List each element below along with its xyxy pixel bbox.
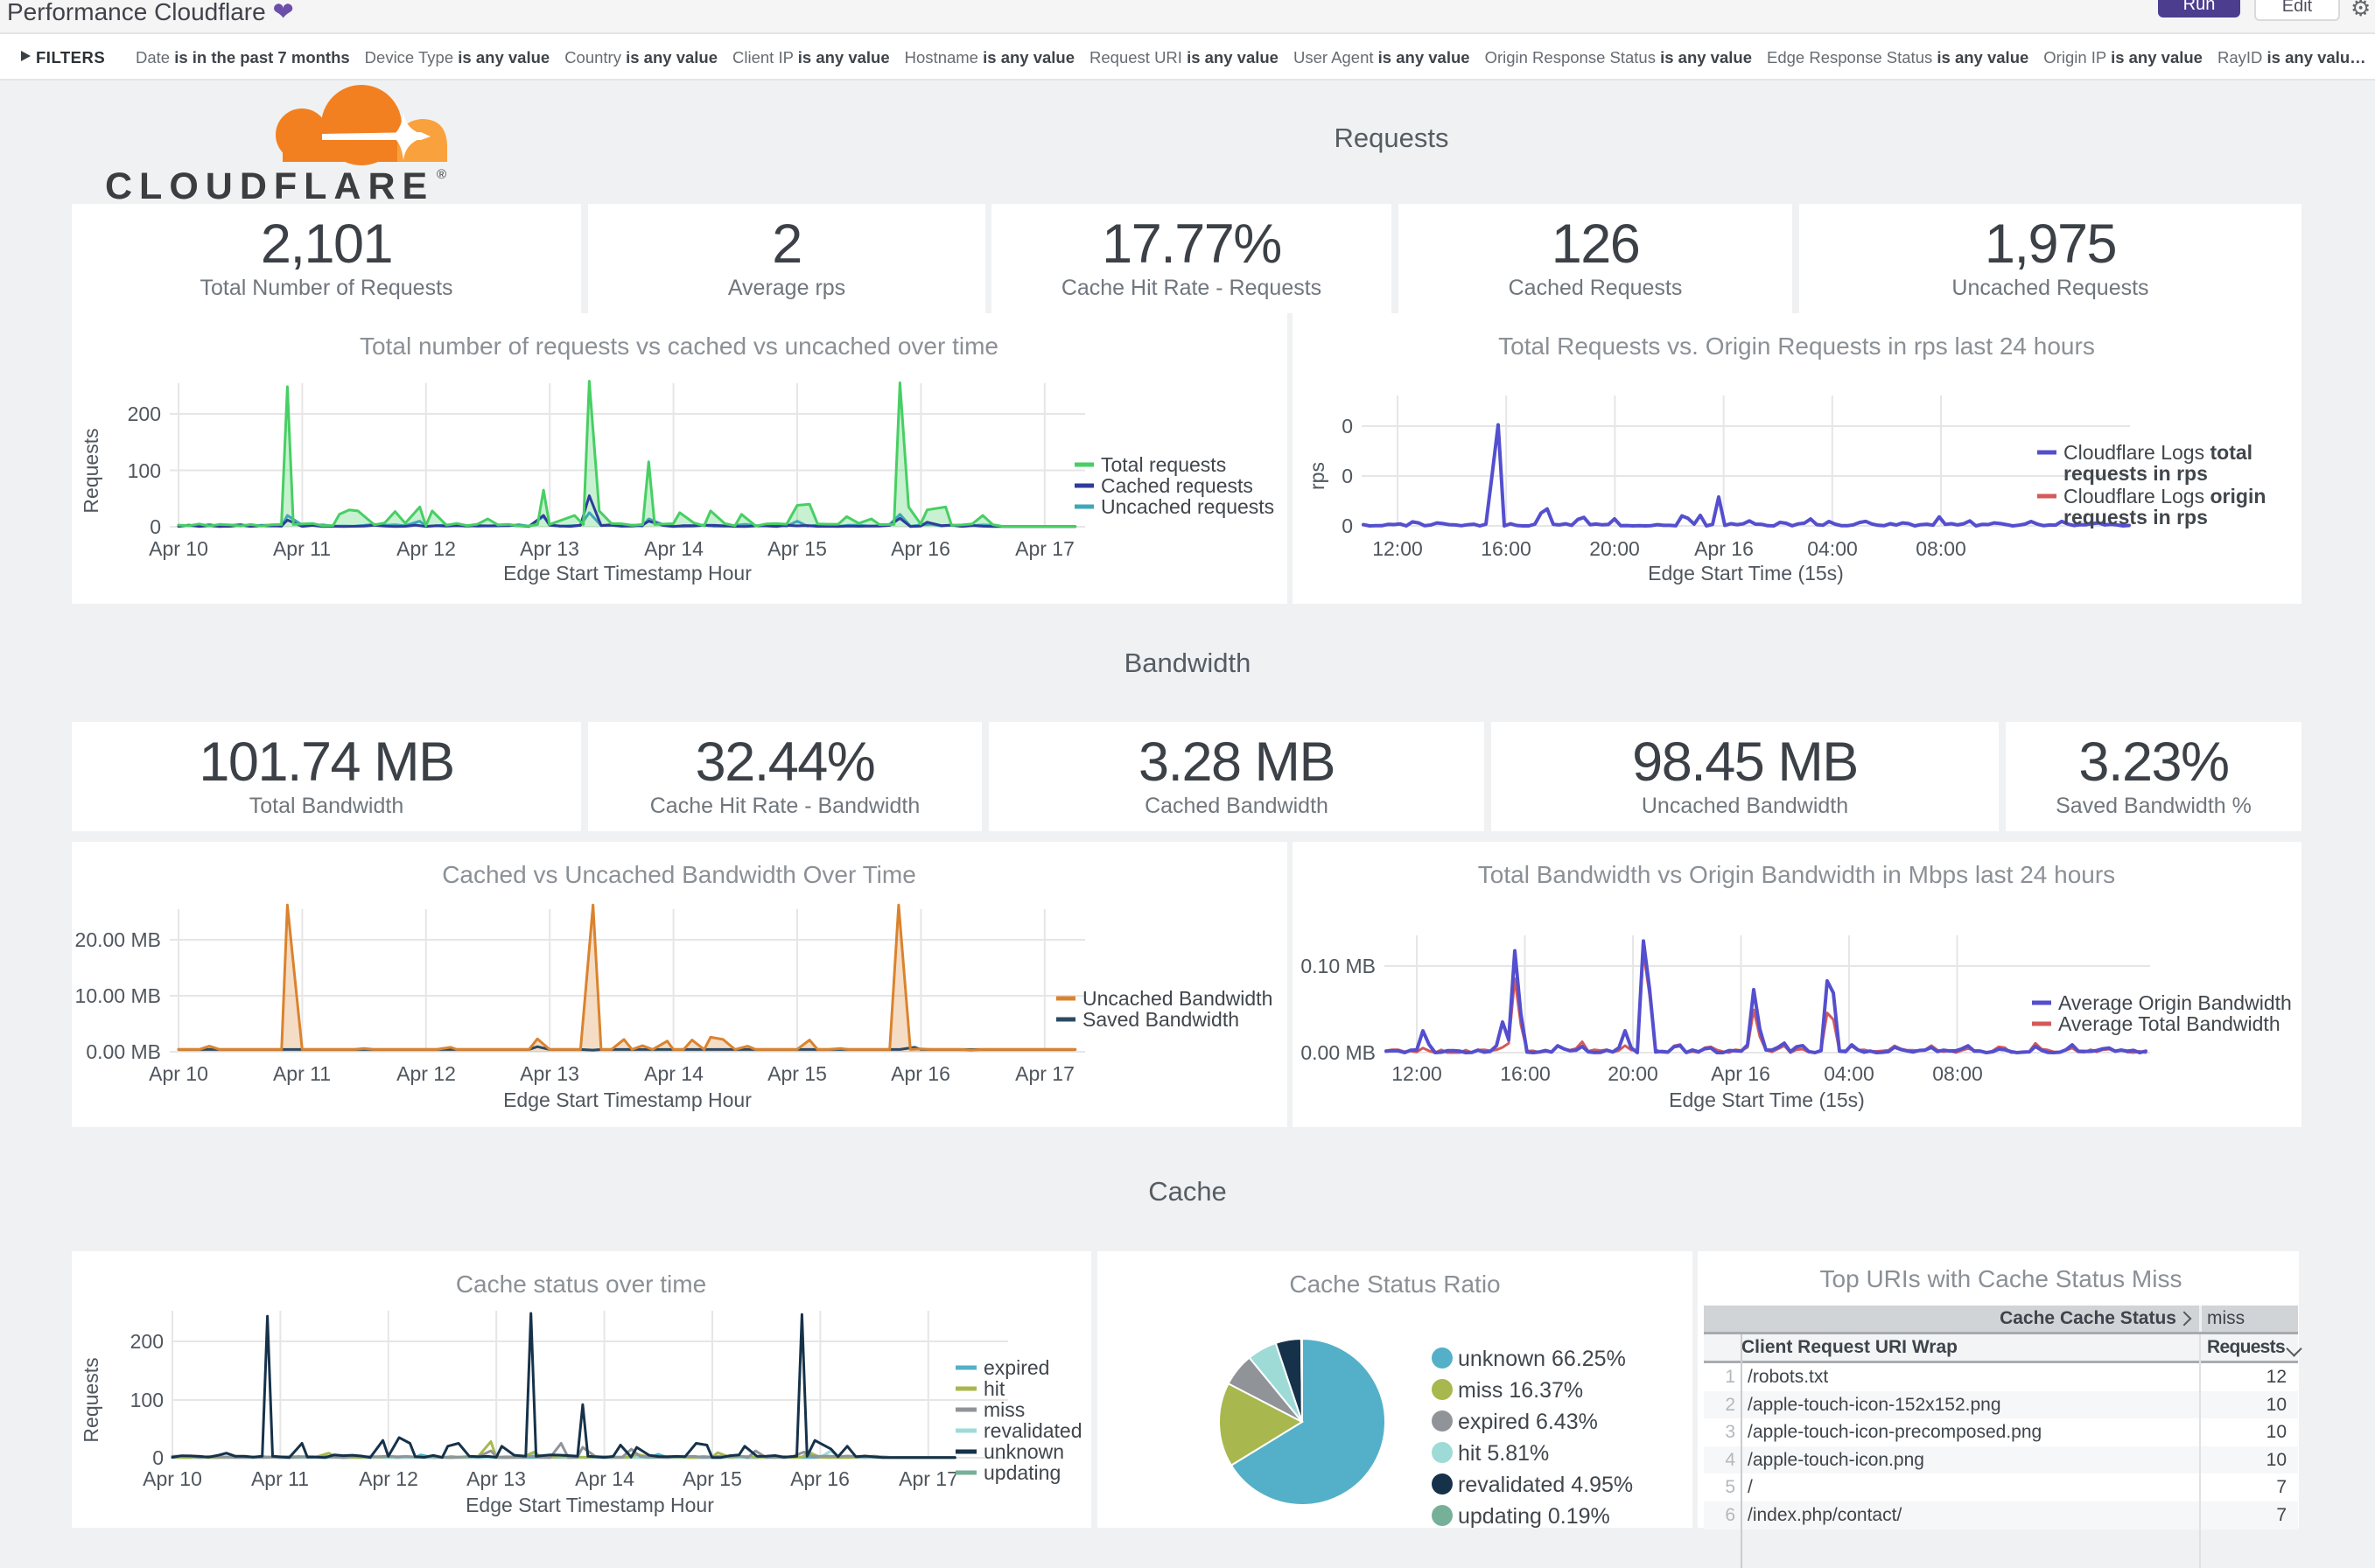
svg-text:0.00 MB: 0.00 MB [86, 1040, 161, 1063]
svg-text:Cache Status Ratio: Cache Status Ratio [1289, 1270, 1500, 1298]
svg-text:100: 100 [130, 1389, 164, 1411]
svg-text:Apr 12: Apr 12 [396, 1062, 456, 1085]
svg-text:08:00: 08:00 [1916, 537, 1966, 560]
svg-text:Apr 16: Apr 16 [1711, 1062, 1770, 1085]
svg-text:10.00 MB: 10.00 MB [75, 984, 161, 1007]
svg-text:Apr 12: Apr 12 [396, 537, 456, 560]
svg-text:requests in rps: requests in rps [2063, 462, 2208, 485]
svg-text:hit: hit [984, 1377, 1005, 1400]
svg-text:0: 0 [1342, 415, 1353, 438]
svg-text:Apr 17: Apr 17 [1015, 1062, 1075, 1085]
svg-text:updating: updating [984, 1461, 1061, 1484]
svg-text:0: 0 [152, 1446, 164, 1469]
svg-text:Apr 10: Apr 10 [149, 537, 208, 560]
svg-text:0: 0 [1342, 465, 1353, 487]
svg-text:Apr 11: Apr 11 [273, 537, 331, 560]
svg-text:®: ® [437, 167, 446, 182]
svg-text:Apr 14: Apr 14 [644, 537, 704, 560]
svg-text:Cached requests: Cached requests [1101, 474, 1253, 497]
svg-text:Apr 10: Apr 10 [149, 1062, 208, 1085]
svg-text:Apr 14: Apr 14 [644, 1062, 704, 1085]
svg-text:Cloudflare Logs total: Cloudflare Logs total [2063, 441, 2252, 464]
svg-text:200: 200 [128, 402, 161, 425]
svg-text:unknown 66.25%: unknown 66.25% [1458, 1347, 1626, 1371]
svg-text:Apr 16: Apr 16 [1694, 537, 1754, 560]
svg-text:0.00 MB: 0.00 MB [1300, 1041, 1376, 1064]
svg-text:0: 0 [150, 515, 161, 538]
svg-text:08:00: 08:00 [1932, 1062, 1983, 1085]
svg-text:Apr 11: Apr 11 [251, 1467, 309, 1490]
svg-text:Cache status over time: Cache status over time [456, 1270, 706, 1298]
svg-text:Edge Start Timestamp Hour: Edge Start Timestamp Hour [503, 562, 752, 584]
svg-text:04:00: 04:00 [1807, 537, 1858, 560]
svg-text:unknown: unknown [984, 1440, 1064, 1463]
svg-text:Apr 16: Apr 16 [891, 1062, 950, 1085]
svg-text:Cloudflare Logs origin: Cloudflare Logs origin [2063, 485, 2266, 508]
svg-text:0: 0 [1342, 514, 1353, 537]
svg-text:12:00: 12:00 [1391, 1062, 1442, 1085]
svg-text:Apr 16: Apr 16 [790, 1467, 850, 1490]
svg-text:12:00: 12:00 [1372, 537, 1423, 560]
svg-text:Total Requests vs. Origin Requ: Total Requests vs. Origin Requests in rp… [1498, 332, 2095, 360]
svg-text:Edge Start Timestamp Hour: Edge Start Timestamp Hour [466, 1494, 714, 1516]
svg-text:16:00: 16:00 [1500, 1062, 1551, 1085]
svg-text:Uncached Bandwidth: Uncached Bandwidth [1082, 987, 1272, 1010]
svg-text:100: 100 [128, 459, 161, 482]
svg-text:Average Origin Bandwidth: Average Origin Bandwidth [2058, 991, 2292, 1014]
svg-text:Apr 15: Apr 15 [767, 1062, 827, 1085]
svg-text:Saved Bandwidth: Saved Bandwidth [1082, 1008, 1239, 1031]
svg-text:rps: rps [1306, 462, 1328, 490]
svg-text:Apr 15: Apr 15 [683, 1467, 742, 1490]
svg-text:revalidated: revalidated [984, 1419, 1082, 1442]
svg-text:Apr 13: Apr 13 [520, 537, 579, 560]
svg-text:Requests: Requests [80, 1357, 102, 1442]
svg-text:Apr 15: Apr 15 [767, 537, 827, 560]
svg-text:requests in rps: requests in rps [2063, 506, 2208, 528]
svg-text:Total requests: Total requests [1101, 453, 1226, 476]
svg-text:CLOUDFLARE: CLOUDFLARE [105, 165, 434, 205]
svg-text:hit 5.81%: hit 5.81% [1458, 1441, 1549, 1466]
svg-text:Apr 13: Apr 13 [520, 1062, 579, 1085]
svg-text:expired: expired [984, 1356, 1049, 1379]
svg-text:Uncached requests: Uncached requests [1101, 495, 1274, 518]
svg-text:expired 6.43%: expired 6.43% [1458, 1410, 1598, 1434]
svg-text:Average Total Bandwidth: Average Total Bandwidth [2058, 1012, 2280, 1035]
svg-text:Total number of requests vs ca: Total number of requests vs cached vs un… [360, 332, 998, 360]
svg-text:04:00: 04:00 [1824, 1062, 1874, 1085]
svg-text:Apr 12: Apr 12 [359, 1467, 418, 1490]
svg-text:Edge Start Timestamp Hour: Edge Start Timestamp Hour [503, 1088, 752, 1111]
svg-text:Apr 13: Apr 13 [466, 1467, 526, 1490]
svg-text:Apr 11: Apr 11 [273, 1062, 331, 1085]
svg-text:revalidated 4.95%: revalidated 4.95% [1458, 1473, 1633, 1497]
svg-text:Cached vs Uncached Bandwidth O: Cached vs Uncached Bandwidth Over Time [442, 861, 916, 888]
svg-text:Apr 17: Apr 17 [1015, 537, 1075, 560]
svg-text:Apr 17: Apr 17 [899, 1467, 958, 1490]
svg-text:miss 16.37%: miss 16.37% [1458, 1378, 1583, 1403]
svg-text:20.00 MB: 20.00 MB [75, 928, 161, 951]
svg-text:Apr 14: Apr 14 [575, 1467, 634, 1490]
svg-text:Edge Start Time (15s): Edge Start Time (15s) [1648, 562, 1844, 584]
svg-text:Apr 16: Apr 16 [891, 537, 950, 560]
svg-text:updating 0.19%: updating 0.19% [1458, 1504, 1610, 1528]
svg-text:miss: miss [984, 1398, 1025, 1421]
svg-text:0.10 MB: 0.10 MB [1300, 955, 1376, 977]
svg-text:Apr 10: Apr 10 [143, 1467, 202, 1490]
svg-text:16:00: 16:00 [1481, 537, 1531, 560]
svg-text:Edge Start Time (15s): Edge Start Time (15s) [1669, 1088, 1865, 1111]
svg-text:200: 200 [130, 1330, 164, 1353]
svg-text:Total Bandwidth vs Origin Band: Total Bandwidth vs Origin Bandwidth in M… [1478, 861, 2115, 888]
svg-text:Requests: Requests [80, 428, 102, 513]
svg-text:20:00: 20:00 [1589, 537, 1640, 560]
svg-text:20:00: 20:00 [1608, 1062, 1658, 1085]
